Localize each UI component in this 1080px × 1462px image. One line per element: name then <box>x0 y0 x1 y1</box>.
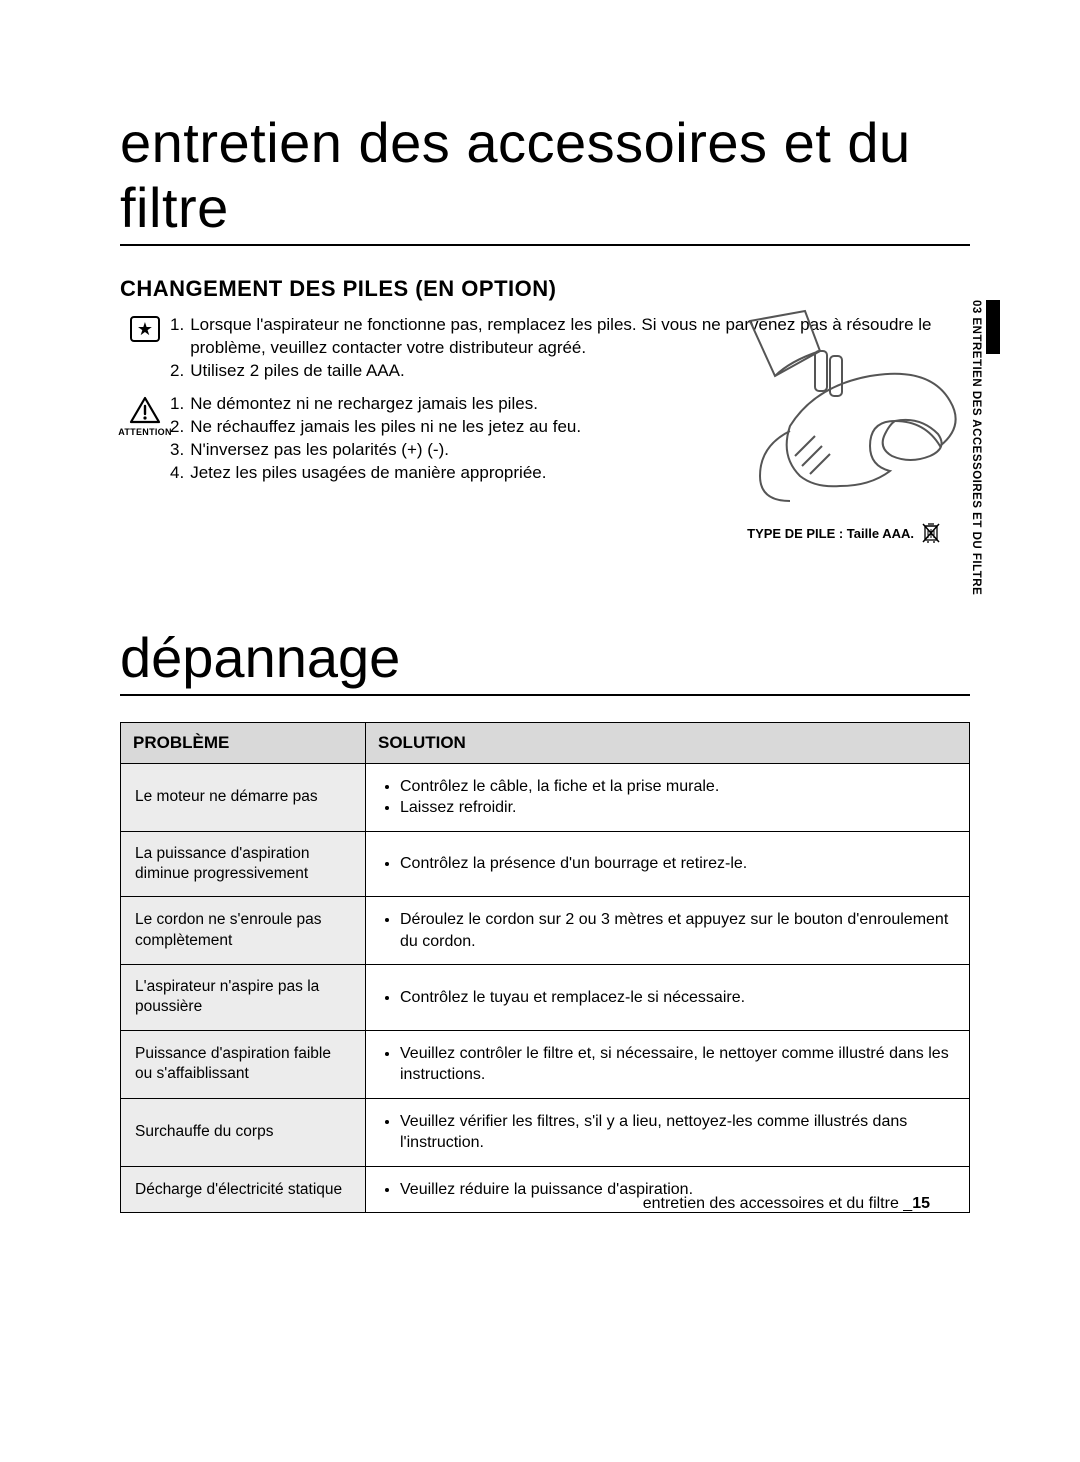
star-icon: ★ <box>130 316 160 342</box>
solution-cell: Contrôlez le tuyau et remplacez-le si né… <box>366 965 970 1030</box>
warn-list-item: 4.Jetez les piles usagées de manière app… <box>170 462 581 485</box>
solution-item: Veuillez contrôler le filtre et, si néce… <box>400 1043 955 1086</box>
table-row: Le cordon ne s'enroule pas complètement D… <box>121 897 970 965</box>
battery-type-label: TYPE DE PILE : Taille AAA. <box>747 526 914 541</box>
warn-list-item: 1.Ne démontez ni ne rechargez jamais les… <box>170 393 581 416</box>
page-title-1: entretien des accessoires et du filtre <box>120 110 970 246</box>
problem-cell: L'aspirateur n'aspire pas la poussière <box>121 965 366 1030</box>
section-battery-title: CHANGEMENT DES PILES (EN OPTION) <box>120 276 970 302</box>
table-row: Puissance d'aspiration faible ou s'affai… <box>121 1030 970 1098</box>
table-row: Surchauffe du corps Veuillez vérifier les… <box>121 1098 970 1166</box>
side-tab: 03 ENTRETIEN DES ACCESSOIRES ET DU FILTR… <box>964 300 984 600</box>
col-header-problem: PROBLÈME <box>121 722 366 763</box>
side-tab-marker <box>986 300 1000 354</box>
no-bin-icon <box>922 522 940 544</box>
problem-cell: Surchauffe du corps <box>121 1098 366 1166</box>
solution-item: Laissez refroidir. <box>400 797 955 819</box>
solution-cell: Contrôlez la présence d'un bourrage et r… <box>366 831 970 896</box>
col-header-solution: SOLUTION <box>366 722 970 763</box>
device-illustration <box>720 306 970 516</box>
footer: entretien des accessoires et du filtre _… <box>643 1195 930 1213</box>
solution-item: Veuillez vérifier les filtres, s'il y a … <box>400 1111 955 1154</box>
problem-cell: Le cordon ne s'enroule pas complètement <box>121 897 366 965</box>
problem-cell: La puissance d'aspiration diminue progre… <box>121 831 366 896</box>
warn-list-item: 2.Ne réchauffez jamais les piles ni ne l… <box>170 416 581 439</box>
warn-list-item: 3.N'inversez pas les polarités (+) (-). <box>170 439 581 462</box>
footer-text: entretien des accessoires et du filtre _ <box>643 1195 912 1212</box>
solution-item: Contrôlez le câble, la fiche et la prise… <box>400 776 955 798</box>
troubleshoot-table: PROBLÈME SOLUTION Le moteur ne démarre p… <box>120 722 970 1214</box>
table-row: La puissance d'aspiration diminue progre… <box>121 831 970 896</box>
battery-type-label-row: TYPE DE PILE : Taille AAA. <box>747 522 940 544</box>
problem-cell: Le moteur ne démarre pas <box>121 763 366 831</box>
problem-cell: Décharge d'électricité statique <box>121 1166 366 1213</box>
solution-item: Contrôlez la présence d'un bourrage et r… <box>400 853 955 875</box>
solution-cell: Veuillez vérifier les filtres, s'il y a … <box>366 1098 970 1166</box>
battery-section: ★ 1.Lorsque l'aspirateur ne fonctionne p… <box>120 314 970 495</box>
solution-item: Contrôlez le tuyau et remplacez-le si né… <box>400 987 955 1009</box>
solution-item: Déroulez le cordon sur 2 ou 3 mètres et … <box>400 909 955 952</box>
page-title-2: dépannage <box>120 625 970 696</box>
solution-cell: Veuillez contrôler le filtre et, si néce… <box>366 1030 970 1098</box>
footer-page-number: 15 <box>912 1195 930 1212</box>
side-tab-label: 03 ENTRETIEN DES ACCESSOIRES ET DU FILTR… <box>970 300 982 595</box>
problem-cell: Puissance d'aspiration faible ou s'affai… <box>121 1030 366 1098</box>
warn-list: 1.Ne démontez ni ne rechargez jamais les… <box>170 393 581 485</box>
solution-cell: Déroulez le cordon sur 2 ou 3 mètres et … <box>366 897 970 965</box>
table-row: L'aspirateur n'aspire pas la poussière Co… <box>121 965 970 1030</box>
warning-icon <box>128 395 162 425</box>
solution-cell: Contrôlez le câble, la fiche et la prise… <box>366 763 970 831</box>
attention-label: ATTENTION <box>118 427 172 437</box>
table-row: Le moteur ne démarre pas Contrôlez le câb… <box>121 763 970 831</box>
